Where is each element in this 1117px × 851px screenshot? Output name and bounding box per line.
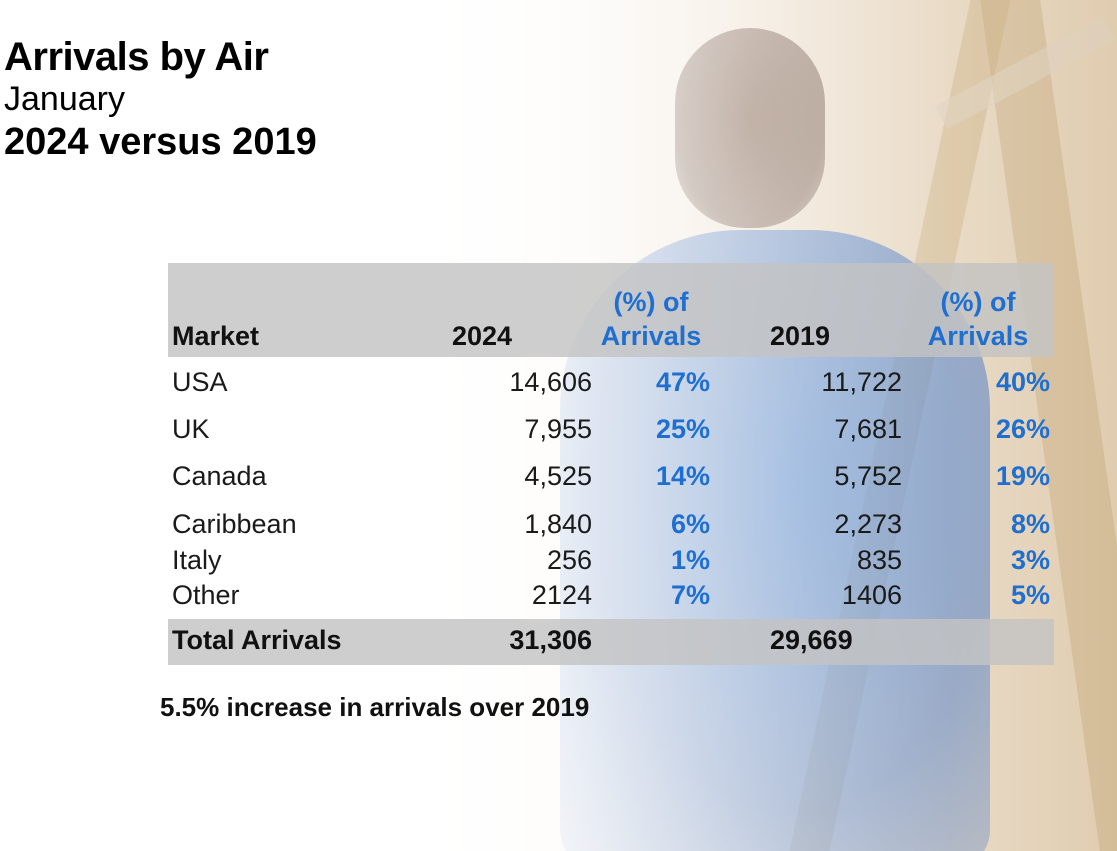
market-name: Canada xyxy=(172,461,267,491)
market-name: Caribbean xyxy=(172,509,297,539)
value-2024: 256 xyxy=(546,545,592,575)
header-market: Market xyxy=(172,321,260,351)
value-2019: 835 xyxy=(856,545,902,575)
value-2024: 1,840 xyxy=(524,509,592,539)
market-name: Italy xyxy=(172,545,222,575)
page-title: Arrivals by Air xyxy=(4,35,269,79)
header-pct-2019: (%) of Arrivals xyxy=(927,287,1029,351)
pct-2024: 1% xyxy=(670,545,710,575)
arrivals-table: Market 2024 (%) of Arrivals 2019 (%) of … xyxy=(168,263,1054,665)
value-2019: 7,681 xyxy=(834,414,902,444)
table-header: Market 2024 (%) of Arrivals 2019 (%) of … xyxy=(168,263,1054,357)
month-label: January xyxy=(4,80,125,118)
total-2019: 29,669 xyxy=(770,625,853,655)
total-label: Total Arrivals xyxy=(172,625,342,655)
pct-2024: 25% xyxy=(655,414,710,444)
value-2024: 7,955 xyxy=(524,414,592,444)
value-2024: 4,525 xyxy=(524,461,592,491)
total-2024: 31,306 xyxy=(509,625,592,655)
title-block: Arrivals by Air January 2024 versus 2019 xyxy=(4,34,317,166)
pct-2019: 40% xyxy=(995,367,1050,397)
market-name: Other xyxy=(172,580,240,610)
table-row: UK 7,955 25% 7,681 26% xyxy=(168,405,1054,452)
value-2019: 5,752 xyxy=(834,461,902,491)
pct-2019: 3% xyxy=(1010,545,1050,575)
header-2019: 2019 xyxy=(770,321,831,351)
table-row: Italy 256 1% 835 3% xyxy=(168,539,1054,575)
value-2019: 11,722 xyxy=(821,367,902,397)
pct-2024: 7% xyxy=(670,580,710,610)
table-row: Canada 4,525 14% 5,752 19% xyxy=(168,452,1054,499)
market-name: USA xyxy=(172,367,228,397)
value-2019: 1406 xyxy=(841,580,902,610)
table-row: Other 2124 7% 1406 5% xyxy=(168,575,1054,619)
pct-2024: 47% xyxy=(655,367,710,397)
header-pct-2024: (%) of Arrivals xyxy=(600,287,702,351)
comparison-label: 2024 versus 2019 xyxy=(4,121,317,163)
pct-2019: 8% xyxy=(1010,509,1050,539)
pct-2024: 14% xyxy=(655,461,710,491)
total-row: Total Arrivals 31,306 29,669 xyxy=(168,619,1054,665)
footnote: 5.5% increase in arrivals over 2019 xyxy=(160,692,590,722)
market-name: UK xyxy=(172,414,210,444)
header-2024: 2024 xyxy=(452,321,513,351)
value-2024: 2124 xyxy=(531,580,592,610)
pct-2019: 26% xyxy=(995,414,1050,444)
table-row: USA 14,606 47% 11,722 40% xyxy=(168,357,1054,405)
table-row: Caribbean 1,840 6% 2,273 8% xyxy=(168,499,1054,539)
pct-2019: 19% xyxy=(995,461,1050,491)
pct-2024: 6% xyxy=(670,509,710,539)
value-2024: 14,606 xyxy=(509,367,592,397)
value-2019: 2,273 xyxy=(834,509,902,539)
pct-2019: 5% xyxy=(1010,580,1050,610)
